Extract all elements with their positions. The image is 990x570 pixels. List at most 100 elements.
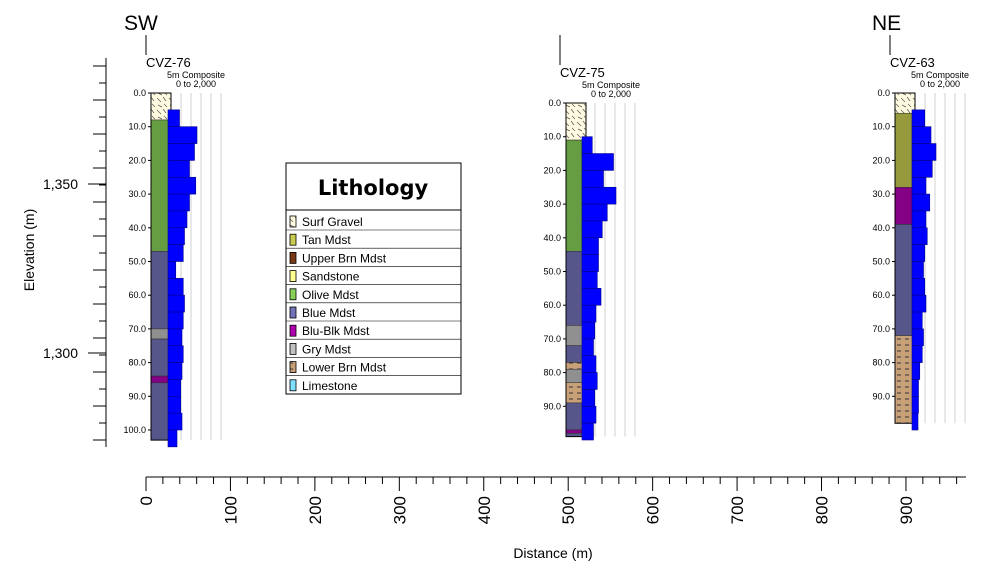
assay-bar (911, 294, 927, 313)
distance-tick-label: 300 (390, 496, 409, 524)
depth-label: 20.0 (543, 165, 561, 175)
depth-label: 70.0 (543, 334, 561, 344)
assay-bar (911, 311, 923, 330)
depth-label: 50.0 (128, 257, 146, 267)
lithology-texture (151, 119, 171, 252)
distance-tick-label: 200 (306, 496, 325, 524)
legend-item-label: Blu-Blk Mdst (302, 324, 370, 338)
assay-bar (167, 412, 183, 431)
lithology-texture (151, 339, 171, 377)
assay-bar (167, 362, 183, 380)
assay-bar (167, 311, 184, 330)
legend-swatch (289, 342, 297, 355)
legend-item-label: Limestone (302, 379, 358, 393)
well-name: CVZ-75 (560, 65, 605, 80)
composite-label: 5m Composite (911, 70, 969, 80)
depth-label: 90.0 (872, 391, 890, 401)
assay-bar (167, 328, 183, 347)
assay-bar (581, 355, 597, 373)
distance-axis: 0 100 200 300 400 500 600 700 800 900 Distance (m… (137, 476, 966, 561)
assay-bar (581, 405, 597, 424)
assay-bar (911, 109, 926, 127)
depth-label: 40.0 (543, 233, 561, 243)
depth-label: 70.0 (872, 324, 890, 334)
composite-label: 5m Composite (167, 70, 225, 80)
lithology-texture (151, 382, 171, 441)
legend-item-label: Olive Mdst (302, 288, 359, 302)
assay-bar (581, 422, 594, 441)
distance-axis-title: Distance (m) (513, 545, 592, 561)
lithology-texture (566, 369, 586, 383)
depth-label: 80.0 (128, 358, 146, 368)
assay-bar (167, 395, 182, 414)
depth-label: 90.0 (543, 401, 561, 411)
depth-label: 10.0 (543, 132, 561, 142)
assay-bar (581, 254, 599, 272)
lithology-texture (895, 224, 915, 336)
depth-label: 40.0 (872, 223, 890, 233)
assay-bar (581, 321, 596, 340)
distance-ticks: 0 100 200 300 400 500 600 700 800 900 (137, 477, 958, 524)
legend-swatch (289, 215, 297, 228)
assay-bar (911, 244, 926, 262)
legend-item-label: Blue Mdst (302, 306, 356, 320)
depth-label: 50.0 (543, 267, 561, 277)
legend-swatch (289, 379, 297, 392)
legend-item-label: Surf Gravel (302, 215, 363, 229)
distance-tick-label: 100 (221, 496, 240, 524)
assay-bar (167, 193, 190, 212)
lithology-interval (565, 102, 587, 141)
assay-bar (581, 220, 603, 239)
assay-bar (167, 227, 185, 245)
assay-bar (911, 362, 921, 380)
depth-label: 70.0 (128, 324, 146, 334)
depth-label: 10.0 (128, 122, 146, 132)
lithology-texture (566, 251, 586, 326)
elevation-axis-title: Elevation (m) (21, 209, 37, 291)
range-label: 0 to 2,000 (591, 89, 631, 99)
depth-label: 60.0 (872, 290, 890, 300)
assay-bar (911, 193, 931, 212)
depth-label: 20.0 (128, 155, 146, 165)
range-label: 0 to 2,000 (176, 79, 216, 89)
sw-label: SW (124, 12, 158, 35)
assay-bar (911, 176, 927, 195)
distance-tick-label: 800 (813, 496, 832, 524)
lithology-texture (151, 376, 171, 383)
assay-bar (581, 338, 594, 357)
legend-item-label: Gry Mdst (302, 342, 351, 356)
depth-label: 10.0 (872, 122, 890, 132)
legend-swatch (289, 324, 297, 337)
assay-bar (581, 288, 602, 306)
legend-item-label: Tan Mdst (302, 233, 351, 247)
depth-label: 60.0 (128, 290, 146, 300)
legend-item-label: Upper Brn Mdst (302, 251, 387, 265)
distance-tick-label: 0 (137, 496, 156, 505)
assay-bar (911, 227, 928, 245)
lithology-texture (151, 251, 171, 329)
lithology-texture (151, 328, 171, 340)
lithology-texture (566, 345, 586, 363)
assay-bar (581, 186, 617, 205)
assay-bar (581, 136, 593, 154)
assay-bar (167, 244, 184, 262)
lithology-texture (566, 140, 586, 252)
assay-bar (167, 176, 197, 195)
assay-bar (167, 160, 190, 178)
elevation-tick-label: 1,350 (43, 176, 78, 192)
lithology-texture (895, 187, 915, 225)
depth-label: 50.0 (872, 257, 890, 267)
assay-bar (167, 261, 177, 279)
assay-bar (911, 126, 932, 144)
assay-bar (167, 278, 184, 296)
depth-label: 90.0 (128, 391, 146, 401)
assay-bar (167, 429, 178, 448)
legend-item-label: Lower Brn Mdst (302, 361, 387, 375)
legend-swatch (289, 288, 297, 301)
composite-label: 5m Composite (582, 80, 640, 90)
